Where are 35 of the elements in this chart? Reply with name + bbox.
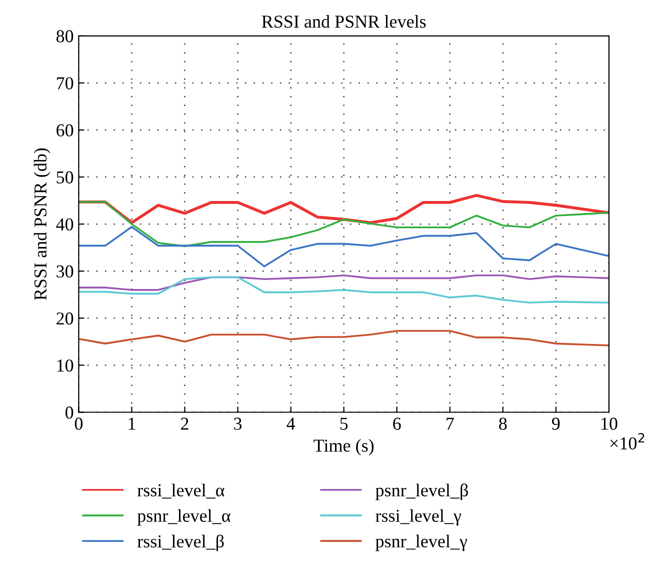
legend-label: rssi_level_β bbox=[137, 534, 224, 552]
y-tick-label: 70 bbox=[56, 77, 74, 90]
x-tick-label: 2 bbox=[181, 418, 188, 430]
legend-label: rssi_level_α bbox=[137, 484, 224, 499]
y-tick-label: 30 bbox=[56, 265, 74, 278]
line-series bbox=[78, 226, 609, 268]
x-tick-label: 3 bbox=[234, 418, 242, 430]
legend-label: psnr_level_β bbox=[376, 484, 468, 500]
x-tick-label: 8 bbox=[499, 418, 507, 430]
y-tick-label: 20 bbox=[56, 312, 74, 325]
x-tick-label: 1 bbox=[128, 418, 136, 430]
line-series bbox=[78, 276, 609, 304]
x-tick-label: 4 bbox=[286, 418, 296, 430]
line-series bbox=[78, 201, 609, 248]
y-axis-title: RSSI and PSNR (db) bbox=[34, 148, 50, 300]
y-tick-label: 10 bbox=[57, 359, 74, 372]
legend-label: psnr_level_α bbox=[137, 509, 230, 526]
line-series bbox=[78, 330, 609, 346]
y-tick-label: 60 bbox=[56, 124, 74, 136]
text: ×10$^{2}$ bbox=[610, 433, 644, 450]
x-tick-label: 7 bbox=[446, 418, 454, 430]
chart-title: RSSI and PSNR levels bbox=[262, 15, 426, 28]
line-series bbox=[78, 274, 609, 291]
x-tick-label: 10 bbox=[602, 418, 618, 430]
x-tick-label: 5 bbox=[340, 418, 348, 430]
y-tick-label: 0 bbox=[66, 406, 74, 419]
x-tick-label: 9 bbox=[552, 418, 560, 430]
x-axis-title: Time (s) bbox=[314, 439, 374, 456]
x-tick-label: 0 bbox=[74, 418, 83, 430]
y-tick-label: 80 bbox=[56, 30, 74, 42]
legend-label: psnr_level_γ bbox=[376, 534, 468, 552]
legend-label: rssi_level_γ bbox=[376, 509, 462, 526]
x-tick-label: 6 bbox=[393, 418, 401, 430]
y-tick-label: 50 bbox=[56, 171, 74, 184]
y-tick-label: 40 bbox=[56, 218, 74, 231]
